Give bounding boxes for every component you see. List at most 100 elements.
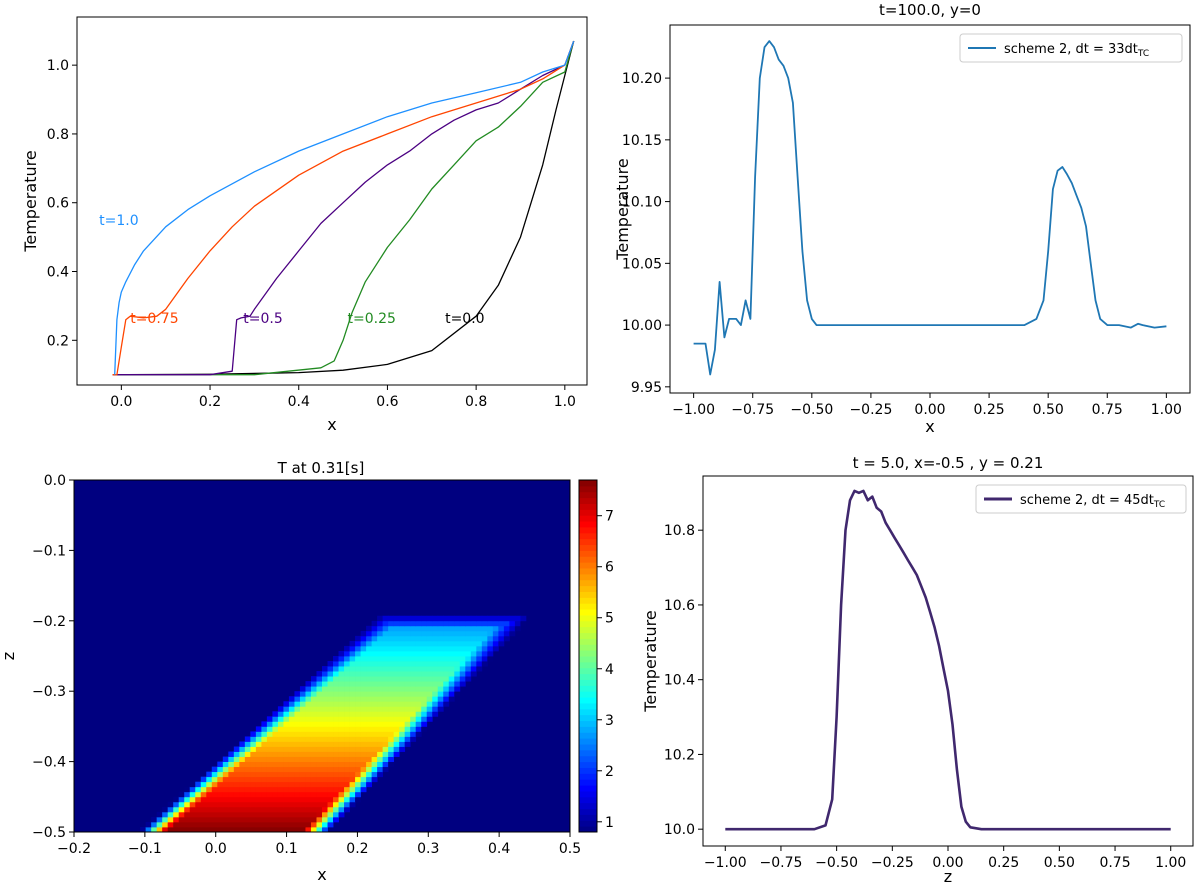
heatmap-cell [349,786,356,793]
heatmap-cell [305,811,312,818]
heatmap-cell [388,716,395,722]
heatmap-cell [487,620,494,627]
plot-area-t5 [725,489,1171,831]
heatmap-cell [377,645,384,652]
heatmap-cell [211,776,218,783]
heatmap-cell [355,666,361,672]
heatmap-cell [399,721,406,727]
heatmap-cell [333,761,339,768]
heatmap-cell [503,630,510,637]
heatmap-cell [288,756,295,762]
heatmap-cell [476,661,483,667]
heatmap-cell [388,711,395,717]
heatmap-cell [377,671,384,677]
heatmap-cell [305,751,312,757]
heatmap-cell [492,645,499,652]
heatmap-cell [344,671,350,677]
heatmap-cell [349,726,356,732]
heatmap-cell [239,761,246,768]
colorbar-segment [579,503,597,510]
series-line [725,489,1171,831]
heatmap-cell [465,645,472,652]
heatmap-cell [272,746,279,752]
heatmap-cell [261,791,268,798]
heatmap-cell [294,731,301,737]
heatmap-cell [250,781,257,788]
heatmap-cell [305,716,312,722]
heatmap-cell [294,811,301,818]
heatmap-cell [322,826,328,833]
heatmap-cell [333,766,339,773]
heatmap-cell [371,645,378,652]
heatmap-cell [294,801,301,808]
heatmap-cell [277,746,284,752]
heatmap-cell [162,821,169,828]
heatmap-cell [217,781,224,788]
heatmap-cell [393,666,400,672]
heatmap-cell [487,650,494,657]
heatmap-cell [382,766,389,773]
heatmap-cell [393,726,400,732]
heatmap-cell [195,816,202,823]
heatmap-cell [244,746,251,752]
x-tick-label: −1.00 [672,402,715,418]
heatmap-cell [382,686,389,692]
heatmap-cell [322,726,328,732]
heatmap-cell [228,786,235,793]
heatmap-cell [277,816,284,823]
heatmap-cell [305,766,312,773]
y-ticks: 0.2 0.4 0.6 0.8 1.0 [47,58,77,349]
heatmap-cell [481,620,488,627]
heatmap-cell [338,741,345,747]
heatmap-cell [305,806,312,813]
heatmap-cell [360,666,367,672]
heatmap-cell [410,630,417,637]
heatmap-cell [288,696,295,702]
heatmap-cell [327,691,334,697]
heatmap-cell [465,640,472,647]
heatmap-cell [382,711,389,717]
heatmap-cell [266,766,273,773]
heatmap-cell [344,696,350,702]
x-ticks: −1.00 −0.75 −0.50 −0.25 0.00 0.25 0.50 0.75 1.00 [704,846,1186,871]
heatmap-cell [277,771,284,778]
heatmap-cell [432,686,439,692]
heatmap-cell [437,635,444,642]
heatmap-cell [399,686,406,692]
series-line [114,40,575,375]
heatmap-cell [333,676,339,682]
heatmap-cell [266,771,273,778]
heatmap-cell [404,625,411,632]
heatmap-cell [410,671,417,677]
heatmap-cell [316,741,323,747]
heatmap-cell [316,706,323,712]
heatmap-cell [261,731,268,737]
heatmap-cell [178,816,185,823]
heatmap-cell [443,676,450,682]
colorbar-segment [579,638,597,645]
heatmap-cell [344,706,350,712]
heatmap-cell [338,650,345,657]
heatmap-cell [338,811,345,818]
heatmap-cell [393,640,400,647]
heatmap-cell [437,701,444,707]
heatmap-cell [316,801,323,808]
heatmap-cell [426,625,433,632]
heatmap-cell [448,656,455,662]
heatmap-cell [250,816,257,823]
heatmap-cell [421,716,428,722]
heatmap-cell [333,701,339,707]
heatmap-cell [305,681,312,687]
heatmap-cell [266,746,273,752]
heatmap-cell [454,635,461,642]
heatmap-cell [272,811,279,818]
heatmap-cell [421,676,428,682]
heatmap-cell [162,806,169,813]
heatmap-cell [382,761,389,768]
x-tick-label: 0.00 [914,402,945,418]
heatmap-cell [404,615,411,622]
heatmap-cell [498,630,505,637]
heatmap-cell [327,731,334,737]
heatmap-cell [305,776,312,783]
heatmap-cell [333,726,339,732]
